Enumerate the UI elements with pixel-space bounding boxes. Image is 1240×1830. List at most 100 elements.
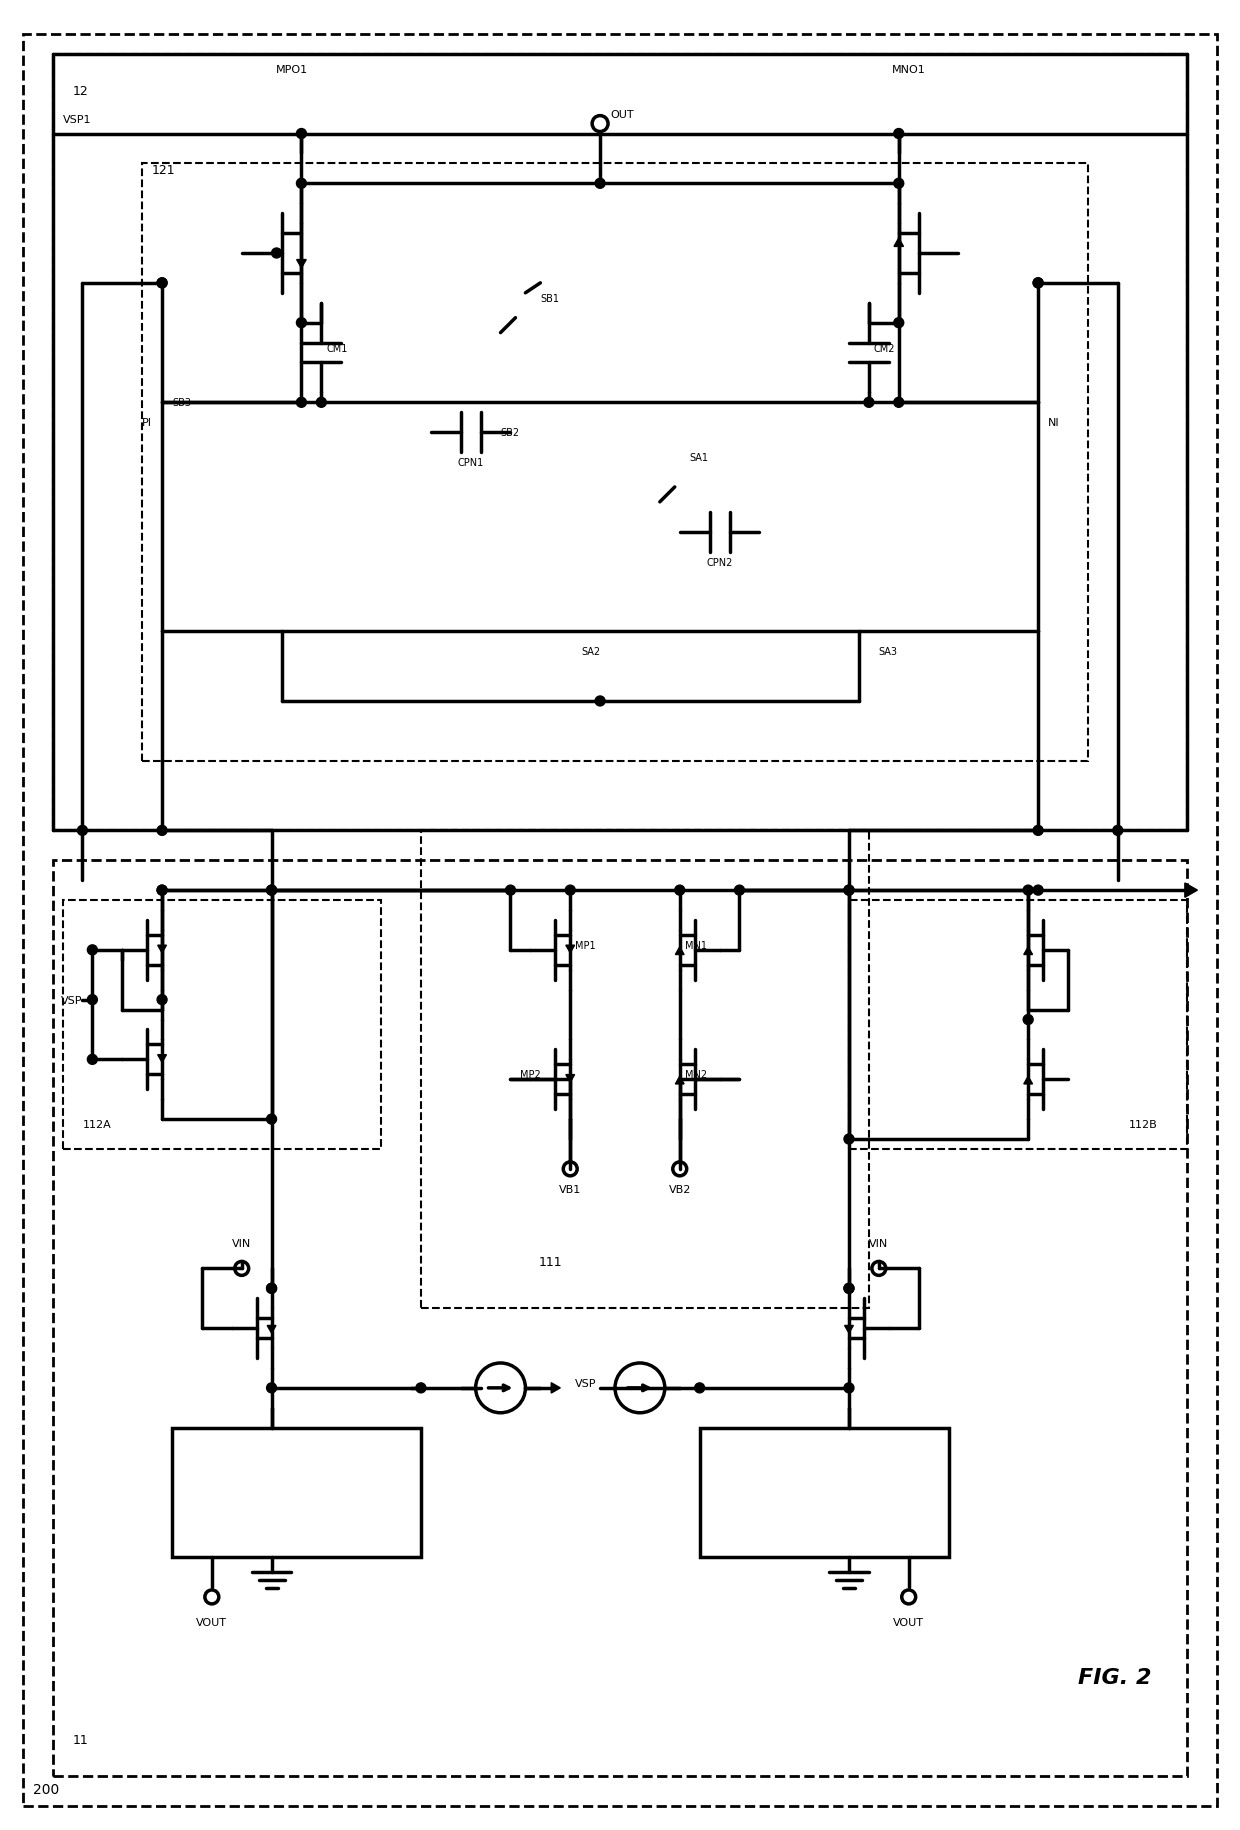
- Text: 200: 200: [32, 1782, 58, 1795]
- Text: SA1: SA1: [689, 452, 709, 463]
- Circle shape: [267, 1114, 277, 1124]
- Polygon shape: [296, 260, 306, 269]
- Text: CPN1: CPN1: [458, 458, 484, 468]
- Text: SB2: SB2: [501, 428, 520, 437]
- Text: PI: PI: [143, 417, 153, 428]
- Circle shape: [77, 825, 87, 836]
- Circle shape: [267, 1283, 277, 1294]
- Circle shape: [894, 179, 904, 188]
- Text: 112A: 112A: [82, 1120, 112, 1129]
- Text: CM1: CM1: [326, 344, 347, 353]
- Text: VB1: VB1: [559, 1184, 582, 1195]
- Polygon shape: [676, 1076, 684, 1085]
- Text: VIN: VIN: [869, 1239, 889, 1248]
- Polygon shape: [565, 946, 574, 953]
- Circle shape: [87, 996, 98, 1005]
- Text: SA2: SA2: [582, 646, 600, 657]
- Text: FIG. 2: FIG. 2: [1078, 1667, 1152, 1687]
- Circle shape: [157, 825, 167, 836]
- Text: VSP: VSP: [61, 996, 82, 1005]
- Polygon shape: [894, 240, 904, 247]
- Circle shape: [267, 1283, 277, 1294]
- Text: VSP1: VSP1: [62, 115, 91, 124]
- Circle shape: [296, 179, 306, 188]
- Text: VIN: VIN: [232, 1239, 252, 1248]
- Circle shape: [1033, 886, 1043, 895]
- Polygon shape: [267, 1325, 277, 1334]
- Text: SB3: SB3: [172, 399, 191, 408]
- Circle shape: [157, 996, 167, 1005]
- Bar: [52, 55, 1188, 831]
- Circle shape: [506, 886, 516, 895]
- Text: 112B: 112B: [1128, 1120, 1158, 1129]
- Text: 12: 12: [72, 84, 88, 97]
- Circle shape: [675, 886, 684, 895]
- Bar: [172, 1427, 420, 1557]
- Text: CM2: CM2: [874, 344, 895, 353]
- Circle shape: [1033, 278, 1043, 289]
- Circle shape: [844, 886, 854, 895]
- Text: 111: 111: [538, 1255, 562, 1268]
- Circle shape: [296, 399, 306, 408]
- Text: MP1: MP1: [575, 941, 596, 950]
- Text: SA3: SA3: [879, 646, 898, 657]
- Text: VOUT: VOUT: [196, 1618, 227, 1627]
- Circle shape: [296, 130, 306, 139]
- Circle shape: [267, 886, 277, 895]
- Circle shape: [565, 886, 575, 895]
- Text: VB2: VB2: [668, 1184, 691, 1195]
- Circle shape: [415, 1383, 425, 1393]
- Text: MN2: MN2: [684, 1071, 707, 1080]
- Circle shape: [1112, 825, 1122, 836]
- Circle shape: [844, 1283, 854, 1294]
- Circle shape: [894, 318, 904, 328]
- Circle shape: [844, 1383, 854, 1393]
- Circle shape: [595, 697, 605, 706]
- Circle shape: [694, 1383, 704, 1393]
- Text: VSP: VSP: [575, 1378, 596, 1389]
- Circle shape: [1023, 1016, 1033, 1025]
- Circle shape: [844, 886, 854, 895]
- Bar: [143, 165, 1087, 761]
- Circle shape: [157, 278, 167, 289]
- Circle shape: [272, 249, 281, 258]
- Circle shape: [87, 1054, 98, 1065]
- Text: MPO1: MPO1: [275, 64, 308, 75]
- Text: VOUT: VOUT: [893, 1618, 924, 1627]
- Text: MP2: MP2: [521, 1071, 541, 1080]
- Bar: [849, 900, 1188, 1149]
- Circle shape: [1033, 278, 1043, 289]
- Text: SB1: SB1: [541, 293, 559, 304]
- Text: 11: 11: [72, 1733, 88, 1746]
- Circle shape: [267, 1383, 277, 1393]
- Circle shape: [296, 318, 306, 328]
- Polygon shape: [676, 948, 684, 955]
- Circle shape: [1033, 825, 1043, 836]
- Text: 121: 121: [153, 165, 176, 178]
- Circle shape: [595, 179, 605, 188]
- Circle shape: [316, 399, 326, 408]
- Text: CPN2: CPN2: [707, 558, 733, 567]
- Circle shape: [157, 886, 167, 895]
- Bar: [420, 831, 869, 1308]
- Bar: [62, 900, 381, 1149]
- Circle shape: [894, 399, 904, 408]
- Circle shape: [267, 886, 277, 895]
- Circle shape: [894, 130, 904, 139]
- Polygon shape: [1185, 884, 1198, 899]
- Polygon shape: [565, 1074, 574, 1083]
- Polygon shape: [552, 1383, 560, 1393]
- Circle shape: [1023, 886, 1033, 895]
- Circle shape: [157, 886, 167, 895]
- Text: OUT: OUT: [610, 110, 634, 119]
- Text: MN1: MN1: [684, 941, 707, 950]
- Polygon shape: [157, 946, 166, 953]
- Bar: [699, 1427, 949, 1557]
- Circle shape: [864, 399, 874, 408]
- Polygon shape: [1024, 948, 1033, 955]
- Bar: [52, 860, 1188, 1777]
- Polygon shape: [157, 1056, 166, 1063]
- Circle shape: [87, 946, 98, 955]
- Circle shape: [734, 886, 744, 895]
- Circle shape: [157, 278, 167, 289]
